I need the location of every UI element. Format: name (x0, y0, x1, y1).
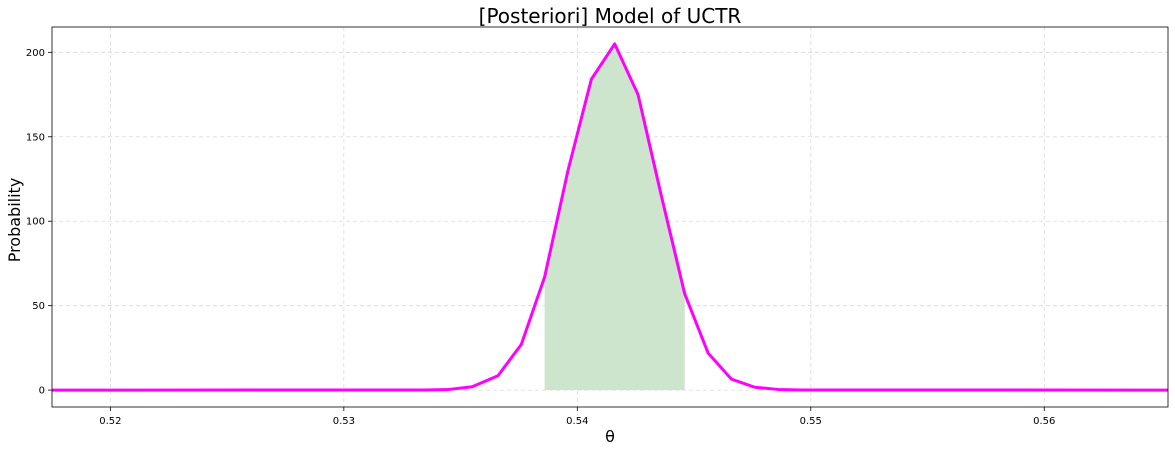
y-tick-label: 50 (32, 301, 45, 312)
plot-frame (51, 26, 1169, 408)
x-tick-label: 0.54 (566, 416, 588, 427)
y-tick-label: 200 (26, 48, 45, 59)
series-layer (51, 42, 1169, 392)
x-tick-label: 0.52 (99, 416, 121, 427)
shaded-interval (544, 43, 685, 391)
x-tick-label: 0.53 (333, 416, 355, 427)
x-tick-label: 0.55 (800, 416, 822, 427)
y-axis-title: Probability (5, 178, 24, 263)
y-tick-label: 100 (26, 217, 45, 228)
tick-layer: 0.52 0.53 0.54 0.55 0.56 0 50 100 150 200 (26, 48, 1055, 427)
axes-frame (51, 26, 1169, 408)
y-tick-label: 150 (26, 132, 45, 143)
x-axis-title: θ (605, 427, 615, 446)
chart-title: [Posteriori] Model of UCTR (479, 4, 742, 28)
posterior-line (51, 42, 1169, 392)
shaded-interval-layer (544, 43, 685, 391)
y-tick-label: 0 (39, 386, 45, 397)
x-tick-label: 0.56 (1033, 416, 1055, 427)
